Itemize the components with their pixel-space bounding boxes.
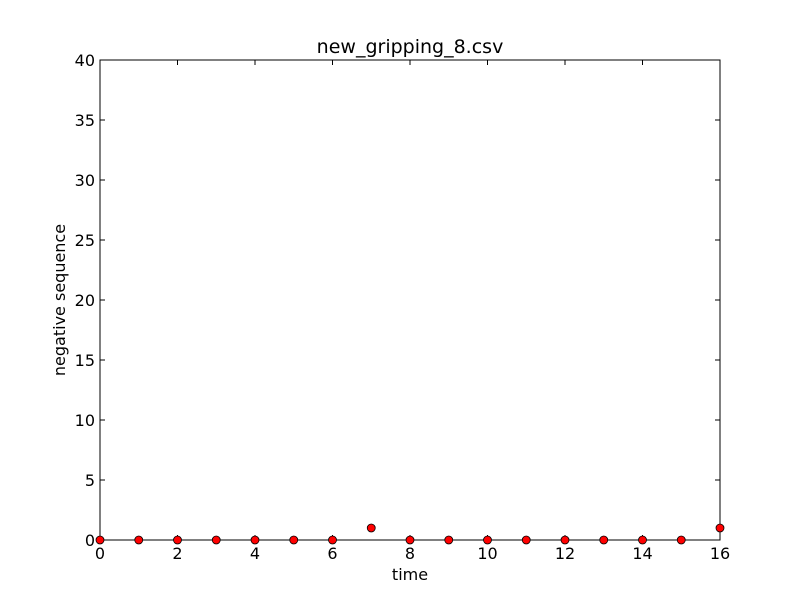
data-point (95, 535, 105, 545)
x-axis-label: time (392, 565, 428, 584)
x-tick-label: 4 (250, 544, 260, 563)
data-point (328, 535, 337, 545)
y-tick-label: 5 (85, 471, 95, 490)
data-point (134, 535, 144, 545)
data-point (521, 535, 531, 545)
x-tick-label: 14 (632, 544, 652, 563)
x-tick-label: 12 (555, 544, 575, 563)
data-point (676, 535, 686, 545)
x-tick-label: 8 (405, 544, 415, 563)
y-tick-label: 35 (75, 111, 95, 130)
y-tick-label: 40 (75, 51, 95, 70)
chart-title: new_gripping_8.csv (317, 36, 504, 58)
data-point (599, 535, 609, 545)
x-tick-label: 2 (172, 544, 182, 563)
y-tick-label: 25 (75, 231, 95, 250)
plot-frame (99, 59, 721, 541)
data-point (289, 535, 299, 545)
y-axis-ticks: 0 5 10 15 20 25 30 35 40 (75, 51, 720, 550)
data-point (250, 535, 260, 545)
x-tick-label: 6 (327, 544, 337, 563)
x-tick-label: 16 (710, 544, 730, 563)
y-tick-label: 30 (75, 171, 95, 190)
data-point (444, 535, 454, 545)
y-tick-label: 20 (75, 291, 95, 310)
data-point (715, 523, 725, 533)
y-tick-label: 15 (75, 351, 95, 370)
x-tick-label: 0 (95, 544, 105, 563)
data-point (173, 535, 182, 545)
y-tick-label: 0 (85, 531, 95, 550)
data-point (638, 535, 647, 545)
y-tick-label: 10 (75, 411, 95, 430)
data-point (366, 523, 376, 533)
data-point (483, 535, 492, 545)
data-point (560, 535, 570, 545)
data-point (405, 535, 415, 545)
x-tick-label: 10 (477, 544, 497, 563)
data-points (95, 523, 725, 545)
data-point (211, 535, 221, 545)
y-axis-label: negative sequence (50, 224, 69, 376)
